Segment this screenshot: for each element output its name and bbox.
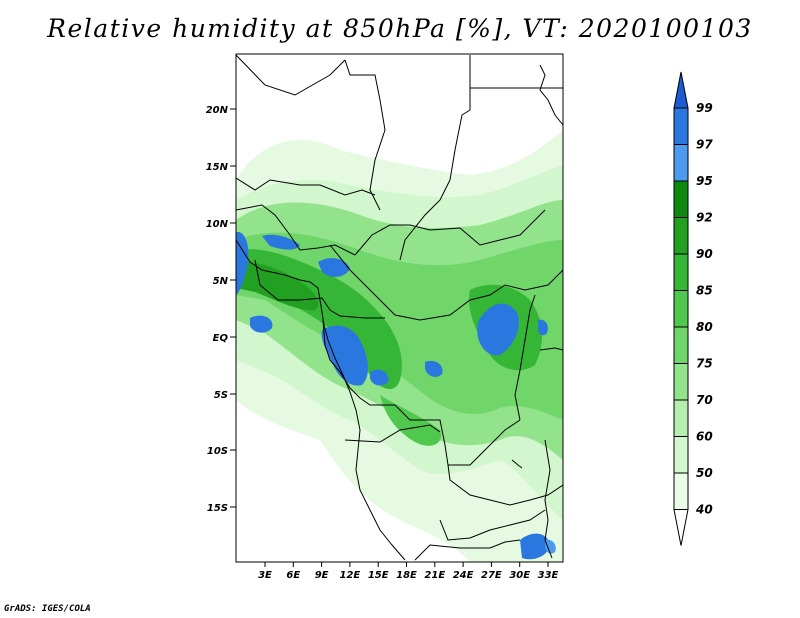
colorbar-segment [673,107,689,145]
wet-patch-congo-2 [370,369,389,386]
wet-patch-south [520,533,550,560]
wet-patch-east [477,303,519,356]
wet-patch-gulf [250,315,273,333]
lon-label: 9E [315,570,329,581]
lon-label: 27E [481,570,502,581]
colorbar-label: 97 [696,138,713,152]
wet-patch-cameroon [262,234,300,250]
latitude-axis: 20N 15N 10N 5N EQ 5S 10S 15S [206,105,236,514]
colorbar-label: 99 [696,101,713,115]
map-frame [235,53,564,563]
lon-label: 3E [258,570,272,581]
map-title: Relative humidity at 850hPa [%], VT: 202… [47,14,753,43]
colorbar-bottom-arrow [673,509,689,546]
lon-label: 30E [509,570,530,581]
humidity-field [236,130,563,562]
colorbar-label: 60 [696,430,713,444]
lon-label: 24E [453,570,474,581]
wet-patch-west-coast [236,231,249,295]
colorbar-segment [673,290,689,328]
wet-patch-congo [321,325,368,386]
lon-label: 21E [424,570,445,581]
colorbar-segment [673,399,689,437]
colorbar-label: 40 [695,503,713,517]
colorbar-label: 70 [696,393,713,407]
colorbar-label: 75 [696,357,713,371]
wet-patch-southeast [545,539,556,554]
lat-label: EQ [213,333,229,344]
colorbar-top-arrow [673,71,689,109]
humidity-dark-region-2 [236,261,319,311]
country-borders [236,54,563,561]
colorbar-label: 50 [696,466,713,480]
colorbar-segment [673,363,689,401]
colorbar-label: 80 [696,320,713,334]
lon-label: 18E [396,570,417,581]
colorbar-segment [673,253,689,291]
colorbar-label: 95 [696,174,713,188]
colorbar-segment [673,144,689,182]
lat-label: 15S [207,503,228,514]
colorbar-segment [673,180,689,218]
colorbar-segment [673,436,689,474]
lat-label: 10N [206,219,229,230]
grads-credit: GrADS: IGES/COLA [4,604,91,614]
lon-label: 6E [286,570,300,581]
longitude-axis: 3E 6E 9E 12E 15E 18E 21E 24E 27E 30E 33E [258,562,559,581]
colorbar-label: 90 [696,247,713,261]
coastline [236,239,406,561]
lat-label: 5N [213,276,229,287]
colorbar-segment [673,472,689,510]
lon-label: 12E [340,570,361,581]
lat-label: 10S [207,446,228,457]
colorbar-label: 92 [696,211,713,225]
east-coast [539,64,563,126]
lon-label: 33E [538,570,559,581]
colorbar-label: 85 [696,284,713,298]
wet-patch-lakes [537,319,548,336]
colorbar: 99 97 95 92 90 85 80 75 70 60 50 40 [673,71,713,546]
lon-label: 15E [368,570,389,581]
lat-label: 20N [206,105,229,116]
colorbar-segment [673,326,689,364]
colorbar-segment [673,217,689,255]
wet-patch-central [318,258,350,277]
lat-label: 5S [214,390,228,401]
wet-patch-basin [425,360,443,377]
lat-label: 15N [206,162,229,173]
